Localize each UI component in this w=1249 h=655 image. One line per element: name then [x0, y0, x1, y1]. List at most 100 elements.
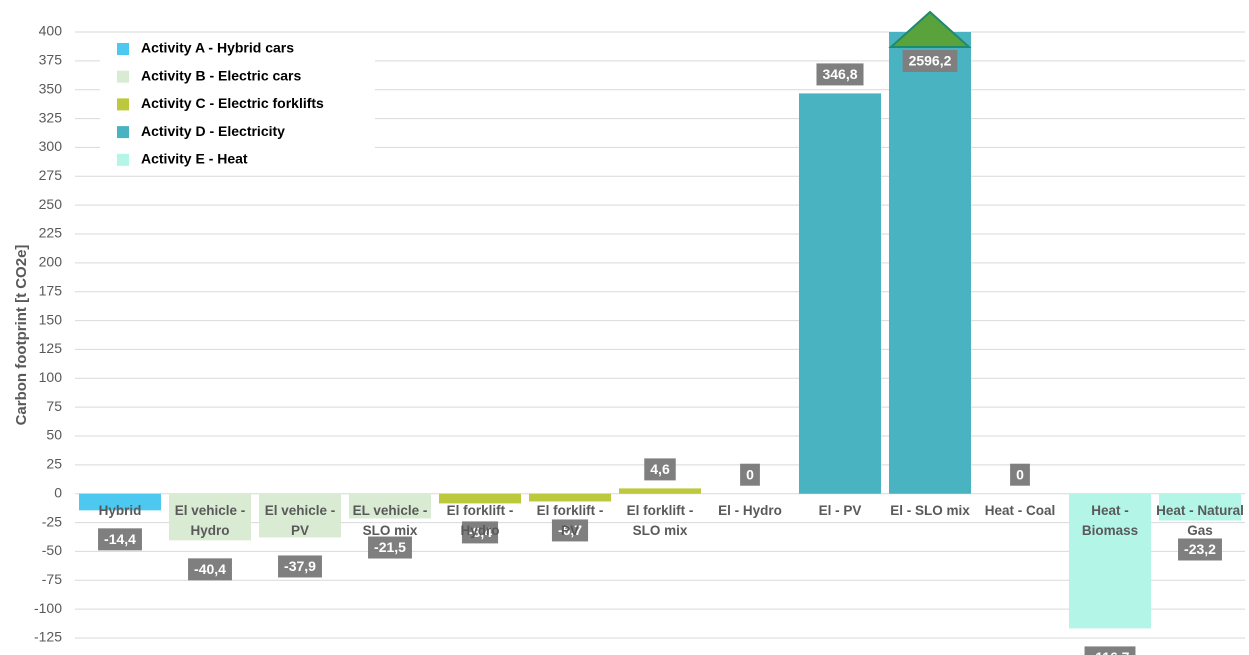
value-label: -14,4 — [98, 528, 142, 551]
y-tick-label: 300 — [39, 138, 63, 154]
value-label-box — [278, 555, 322, 578]
value-label-box — [368, 536, 412, 559]
value-label: -40,4 — [188, 558, 232, 581]
value-label: 346,8 — [816, 63, 864, 86]
bar — [619, 488, 701, 494]
y-tick-label: 275 — [39, 167, 63, 183]
y-tick-label: 100 — [39, 369, 63, 385]
x-tick-label: El - SLO mix — [890, 502, 970, 518]
value-label-text: -40,4 — [194, 561, 226, 577]
y-tick-label: 325 — [39, 109, 63, 125]
y-tick-label: 0 — [54, 484, 62, 500]
value-label-box — [816, 63, 864, 86]
legend-label: Activity D - Electricity — [141, 123, 285, 139]
legend-label: Activity E - Heat — [141, 151, 248, 167]
y-tick-label: 225 — [39, 225, 63, 241]
y-tick-label: 400 — [39, 23, 63, 39]
bar — [529, 493, 611, 502]
bar — [1159, 493, 1241, 521]
x-tick-label: Heat - Coal — [984, 502, 1056, 518]
value-label: 0 — [740, 463, 760, 486]
value-label-text: -37,9 — [284, 558, 316, 574]
bar — [79, 493, 161, 511]
value-label-box — [1084, 646, 1136, 655]
y-tick-label: 175 — [39, 282, 63, 298]
value-label: -23,2 — [1178, 538, 1222, 561]
value-label-box — [188, 558, 232, 581]
y-tick-label: 375 — [39, 52, 63, 68]
value-label: -21,5 — [368, 536, 412, 559]
x-tick-label: El - PV — [818, 502, 862, 518]
value-label-text: 0 — [746, 466, 754, 482]
x-tick-label: El vehicle - Hydro — [174, 502, 246, 538]
x-tick-label: El forklift - SLO mix — [626, 502, 694, 538]
bar — [349, 493, 431, 519]
legend-label: Activity C - Electric forklifts — [141, 95, 324, 111]
value-label-text: -14,4 — [104, 531, 136, 547]
overflow-marker — [888, 10, 972, 48]
y-tick-label: 50 — [46, 427, 62, 443]
y-tick-label: -75 — [42, 571, 62, 587]
x-tick-label: El vehicle - PV — [264, 502, 336, 538]
legend-label: Activity B - Electric cars — [141, 67, 302, 83]
x-tick-label: Heat - Natural Gas — [1156, 502, 1244, 538]
legend-swatch — [117, 126, 129, 139]
x-tick-label: Hybrid — [98, 502, 142, 518]
bar — [1069, 493, 1151, 629]
value-label-box — [461, 521, 499, 544]
value-label-text: 346,8 — [822, 66, 857, 82]
value-label: 0 — [1010, 463, 1030, 486]
value-label: 4,6 — [644, 458, 676, 481]
legend-background — [100, 34, 375, 174]
x-tick-label: EL vehicle - SLO mix — [352, 502, 428, 538]
bar — [889, 32, 971, 494]
value-label-box — [644, 458, 676, 481]
y-tick-label: 125 — [39, 340, 63, 356]
legend-label: Activity A - Hybrid cars — [141, 40, 294, 56]
value-label: -37,9 — [278, 555, 322, 578]
y-tick-label: -100 — [34, 600, 62, 616]
value-label-box — [98, 528, 142, 551]
value-label-text: -116,7 — [1091, 649, 1130, 655]
value-label-box — [551, 519, 589, 542]
value-label-box — [1010, 463, 1030, 486]
bar — [439, 493, 521, 504]
bar — [169, 493, 251, 541]
y-axis-title: Carbon footprint [t CO2e] — [13, 245, 30, 426]
value-label-text: -21,5 — [374, 539, 406, 555]
value-label-text: 0 — [1016, 466, 1024, 482]
x-tick-label: El forklift - PV — [536, 502, 604, 538]
bar — [799, 93, 881, 494]
value-label: -6,7 — [551, 519, 589, 542]
y-tick-label: 75 — [46, 398, 62, 414]
value-label-text: 2596,2 — [909, 53, 952, 69]
value-label: -8,4 — [461, 521, 499, 544]
value-label-text: -8,4 — [468, 524, 492, 540]
value-label-text: -23,2 — [1184, 541, 1216, 557]
value-label-box — [902, 50, 958, 72]
x-tick-label: El - Hydro — [718, 502, 782, 518]
legend-swatch — [117, 98, 129, 111]
x-tick-label: El forklift - Hydro — [446, 502, 514, 538]
value-label: -116,7 — [1084, 646, 1136, 655]
y-tick-label: 250 — [39, 196, 63, 212]
x-tick-label: Heat - Biomass — [1081, 502, 1139, 538]
y-tick-label: -25 — [42, 513, 62, 529]
y-tick-label: 150 — [39, 311, 63, 327]
bar — [259, 493, 341, 538]
y-tick-label: 200 — [39, 254, 63, 270]
y-tick-label: -125 — [34, 629, 62, 645]
y-tick-label: 25 — [46, 456, 62, 472]
value-label-text: -6,7 — [558, 522, 582, 538]
value-label-text: 4,6 — [650, 461, 670, 477]
y-tick-label: 350 — [39, 80, 63, 96]
legend-swatch — [117, 153, 129, 166]
value-label: 2596,2 — [902, 50, 958, 72]
legend-swatch — [117, 43, 129, 55]
value-label-box — [740, 463, 760, 486]
y-tick-label: -50 — [42, 542, 62, 558]
legend-swatch — [117, 70, 129, 83]
value-label-box — [1178, 538, 1222, 561]
